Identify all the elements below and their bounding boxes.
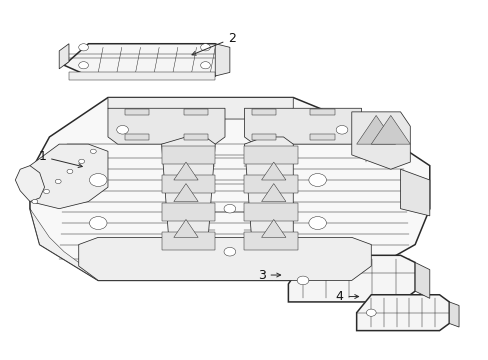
Text: 2: 2 bbox=[192, 32, 236, 55]
Polygon shape bbox=[108, 98, 293, 119]
Polygon shape bbox=[161, 175, 215, 193]
Polygon shape bbox=[244, 146, 298, 164]
Circle shape bbox=[79, 159, 84, 163]
Circle shape bbox=[79, 44, 88, 51]
Polygon shape bbox=[251, 134, 276, 140]
Circle shape bbox=[55, 179, 61, 184]
Polygon shape bbox=[108, 108, 224, 144]
Polygon shape bbox=[64, 44, 224, 76]
Polygon shape bbox=[161, 232, 215, 250]
Circle shape bbox=[43, 189, 49, 194]
Polygon shape bbox=[244, 232, 298, 250]
Polygon shape bbox=[161, 146, 215, 164]
Polygon shape bbox=[356, 116, 395, 144]
Polygon shape bbox=[261, 184, 285, 202]
Polygon shape bbox=[414, 262, 429, 298]
Circle shape bbox=[308, 174, 326, 186]
Polygon shape bbox=[251, 109, 276, 115]
Circle shape bbox=[117, 126, 128, 134]
Text: 4: 4 bbox=[335, 290, 358, 303]
Polygon shape bbox=[15, 166, 44, 202]
Circle shape bbox=[90, 149, 96, 153]
Polygon shape bbox=[400, 169, 429, 216]
Polygon shape bbox=[261, 162, 285, 180]
Polygon shape bbox=[356, 295, 448, 330]
Polygon shape bbox=[125, 134, 149, 140]
Polygon shape bbox=[244, 108, 361, 144]
Circle shape bbox=[224, 247, 235, 256]
Circle shape bbox=[308, 217, 326, 229]
Polygon shape bbox=[173, 220, 198, 237]
Polygon shape bbox=[30, 98, 429, 280]
Polygon shape bbox=[215, 44, 229, 76]
Polygon shape bbox=[161, 137, 215, 280]
Polygon shape bbox=[351, 112, 409, 169]
Text: 1: 1 bbox=[38, 150, 82, 167]
Circle shape bbox=[297, 276, 308, 285]
Polygon shape bbox=[30, 144, 108, 209]
Polygon shape bbox=[161, 203, 215, 221]
Circle shape bbox=[366, 309, 375, 316]
Polygon shape bbox=[59, 44, 69, 69]
Polygon shape bbox=[310, 134, 334, 140]
Polygon shape bbox=[310, 109, 334, 115]
Circle shape bbox=[200, 62, 210, 69]
Text: 3: 3 bbox=[257, 269, 280, 282]
Circle shape bbox=[89, 174, 107, 186]
Circle shape bbox=[79, 62, 88, 69]
Circle shape bbox=[67, 169, 73, 174]
Polygon shape bbox=[125, 109, 149, 115]
Circle shape bbox=[32, 199, 38, 204]
Polygon shape bbox=[79, 237, 370, 280]
Polygon shape bbox=[261, 220, 285, 237]
Polygon shape bbox=[288, 255, 414, 302]
Polygon shape bbox=[370, 116, 409, 144]
Polygon shape bbox=[448, 302, 458, 327]
Circle shape bbox=[89, 217, 107, 229]
Polygon shape bbox=[183, 134, 207, 140]
Circle shape bbox=[200, 44, 210, 51]
Polygon shape bbox=[173, 184, 198, 202]
Polygon shape bbox=[183, 109, 207, 115]
Polygon shape bbox=[244, 203, 298, 221]
Circle shape bbox=[224, 204, 235, 213]
Polygon shape bbox=[173, 162, 198, 180]
Polygon shape bbox=[30, 209, 98, 280]
Polygon shape bbox=[244, 137, 293, 280]
Polygon shape bbox=[69, 72, 215, 80]
Polygon shape bbox=[244, 175, 298, 193]
Circle shape bbox=[335, 126, 347, 134]
